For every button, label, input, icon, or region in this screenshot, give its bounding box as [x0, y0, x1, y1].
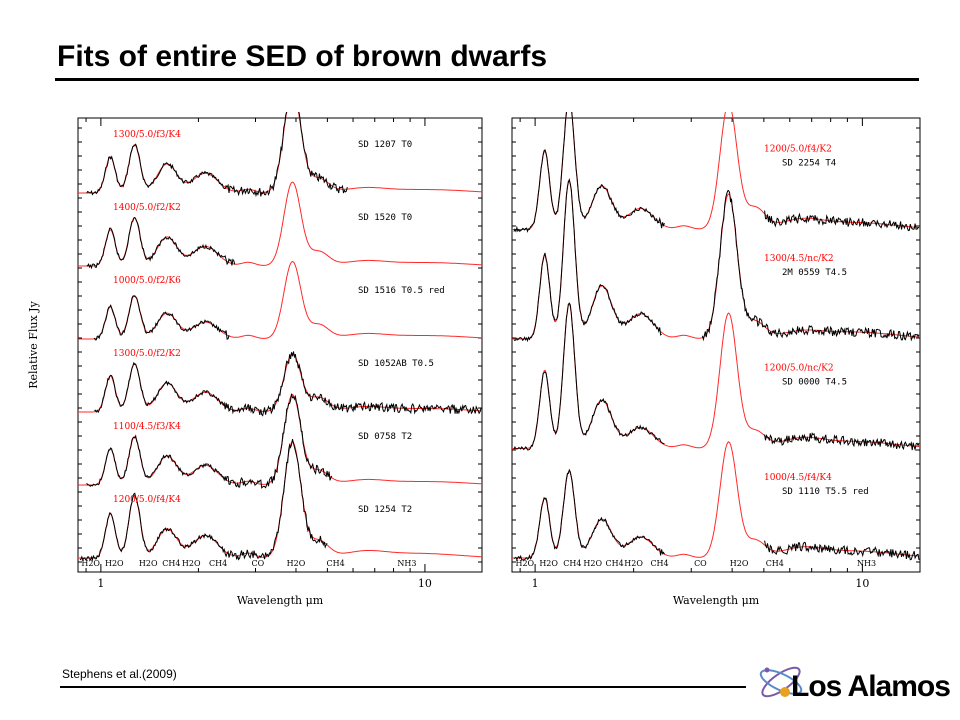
- x-axis-label: Wavelength μm: [673, 594, 760, 607]
- model-parameters-label: 1000/5.0/f2/K6: [113, 276, 181, 286]
- object-name-label: 2M 0559 T4.5: [782, 268, 847, 278]
- band-label: H2O: [105, 559, 124, 568]
- object-name-label: SD 1254 T2: [358, 505, 412, 515]
- observed-spectrum-line: [93, 295, 230, 341]
- model-parameters-label: 1200/5.0/f4/K2: [764, 145, 832, 155]
- x-tick-label: 1: [532, 577, 539, 590]
- band-label: H2O: [730, 559, 749, 568]
- x-tick-label: 10: [855, 577, 869, 590]
- x-tick-label: 10: [418, 577, 432, 590]
- band-label: CH4: [606, 559, 624, 568]
- model-parameters-label: 1300/5.0/f3/K4: [113, 130, 181, 140]
- band-label: NH3: [397, 559, 416, 568]
- band-label: H2O: [539, 559, 558, 568]
- observed-spectrum-line: [513, 178, 920, 343]
- model-parameters-label: 1200/5.0/nc/K2: [764, 364, 834, 374]
- band-label: H2O: [287, 559, 306, 568]
- model-spectrum-line: [78, 260, 482, 340]
- object-name-label: SD 1052AB T0.5: [358, 359, 434, 369]
- observed-spectrum-line: [513, 302, 920, 452]
- model-parameters-label: 1300/4.5/nc/K2: [764, 254, 834, 264]
- footer-rule: [60, 686, 746, 688]
- x-tick-label: 1: [97, 577, 104, 590]
- object-name-label: SD 1110 T5.5 red: [782, 487, 869, 497]
- object-name-label: SD 1516 T0.5 red: [358, 286, 445, 296]
- model-parameters-label: 1400/5.0/f2/K2: [113, 203, 181, 213]
- band-label: H2O: [139, 559, 158, 568]
- band-label: NH3: [857, 559, 876, 568]
- observed-spectrum-line: [79, 438, 328, 562]
- model-spectrum-line: [512, 178, 921, 340]
- y-axis-label: Relative Flux Jy: [27, 300, 40, 388]
- atom-orbit-icon: [759, 666, 803, 698]
- band-label: CH4: [766, 559, 784, 568]
- left-sed-panel: 1 10 Wavelength μm Relative Flux Jy H2O H2O H2…: [22, 112, 484, 610]
- observed-spectrum-line: [94, 351, 482, 417]
- band-label: H2O: [624, 559, 643, 568]
- object-name-label: SD 0000 T4.5: [782, 378, 847, 388]
- model-spectrum-line: [512, 302, 921, 449]
- band-label: CH4: [162, 559, 180, 568]
- band-label: CO: [694, 559, 707, 568]
- band-label: CH4: [326, 559, 344, 568]
- observed-spectrum-line: [513, 468, 920, 561]
- left-sed-chart: 1 10 Wavelength μm Relative Flux Jy H2O H2O H2…: [27, 112, 483, 607]
- band-label: H2O: [81, 559, 100, 568]
- band-label: CH4: [209, 559, 227, 568]
- slide-title: Fits of entire SED of brown dwarfs: [57, 40, 548, 73]
- title-underline: [55, 78, 919, 81]
- model-parameters-label: 1000/4.5/f4/K4: [764, 473, 832, 483]
- model-parameters-label: 1200/5.0/f4/K4: [113, 495, 181, 505]
- band-label: CH4: [650, 559, 668, 568]
- object-name-label: SD 0758 T2: [358, 432, 412, 442]
- model-spectrum-line: [512, 441, 921, 559]
- model-parameters-label: 1300/5.0/f2/K2: [113, 349, 181, 359]
- band-label: CH4: [563, 559, 581, 568]
- object-name-label: SD 2254 T4: [782, 159, 836, 169]
- plot-frame: [77, 117, 483, 573]
- citation: Stephens et al.(2009): [62, 667, 177, 681]
- band-label: H2O: [515, 559, 534, 568]
- band-label: H2O: [583, 559, 602, 568]
- observed-spectrum-line: [513, 112, 920, 233]
- plot-frame: [511, 117, 921, 573]
- los-alamos-logo: Los Alamos: [755, 652, 955, 712]
- band-label: H2O: [182, 559, 201, 568]
- band-label: CO: [251, 559, 264, 568]
- logo-text: Los Alamos: [791, 670, 951, 703]
- model-spectrum-line: [78, 181, 482, 267]
- right-sed-panel: 1 10 Wavelength μm H2O H2O CH4 H2O CH4 H2O CH4 CO H…: [508, 112, 922, 610]
- object-name-label: SD 1207 T0: [358, 140, 412, 150]
- x-axis-label: Wavelength μm: [237, 594, 324, 607]
- observed-spectrum-line: [86, 216, 236, 270]
- observed-spectrum-line: [86, 393, 333, 489]
- model-parameters-label: 1100/4.5/f3/K4: [113, 422, 181, 432]
- object-name-label: SD 1520 T0: [358, 213, 412, 223]
- observed-spectrum-line: [86, 112, 348, 198]
